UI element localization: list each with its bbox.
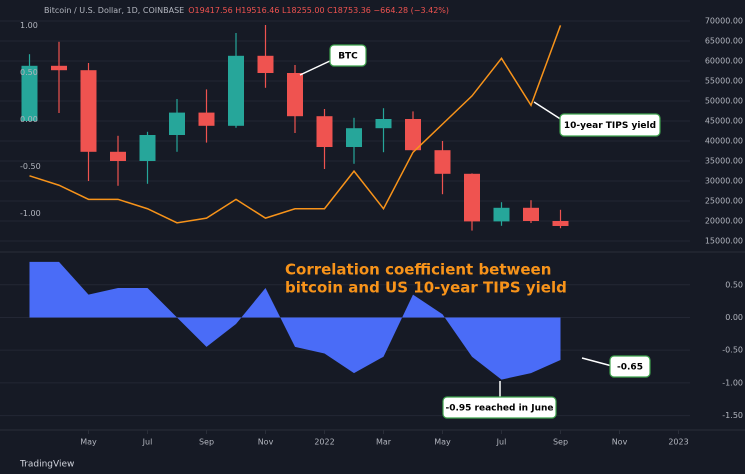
ohlc: O19417.56 H19516.46 L18255.00 C18753.36 … <box>188 6 449 15</box>
candle-body <box>139 135 156 161</box>
candle-body <box>346 128 362 147</box>
x-tick-label: Sep <box>199 438 214 447</box>
candle-body <box>523 207 539 221</box>
yield-line <box>29 25 562 224</box>
y-tick-label: 60000.00 <box>705 57 743 66</box>
brand: TradingView <box>19 460 74 470</box>
pointer <box>533 101 563 121</box>
callout: 10-year TIPS yield <box>559 113 661 137</box>
candle-body <box>51 65 67 71</box>
chart-title: Bitcoin / U.S. Dollar, 1D, COINBASE <box>44 6 184 15</box>
candle-body <box>434 150 451 174</box>
y-tick-label: 25000.00 <box>705 197 743 206</box>
y-tick-label: -0.50 <box>722 346 743 355</box>
x-tick-label: May <box>80 438 97 447</box>
x-tick-label: Mar <box>376 438 392 447</box>
x-tick-label: Sep <box>553 438 568 447</box>
candle-body <box>375 119 392 129</box>
x-tick-label: 2023 <box>668 438 688 447</box>
x-tick-label: Nov <box>612 438 628 447</box>
y-tick-label: 0.00 <box>20 115 38 124</box>
candle-body <box>464 173 480 222</box>
y-tick-label: 65000.00 <box>705 37 743 46</box>
y-tick-label: 20000.00 <box>705 217 743 226</box>
x-tick-label: 2022 <box>314 438 334 447</box>
correlation-area <box>29 261 561 380</box>
callout-text: -0.65 <box>617 363 643 373</box>
candle-body <box>405 119 421 151</box>
y-tick-label: -0.50 <box>20 162 41 171</box>
candle-body <box>493 207 510 222</box>
candle-body <box>316 116 333 147</box>
candle-body <box>552 221 569 226</box>
x-tick-label: May <box>434 438 451 447</box>
pointer <box>581 357 613 367</box>
y-tick-label: 50000.00 <box>705 97 743 106</box>
y-tick-label: 35000.00 <box>705 157 743 166</box>
candle-body <box>228 55 244 126</box>
y-tick-label: 70000.00 <box>705 17 743 26</box>
y-tick-label: 0.50 <box>725 280 743 289</box>
y-tick-label: -1.00 <box>722 378 743 387</box>
candle-body <box>21 65 38 121</box>
y-tick-label: 45000.00 <box>705 117 743 126</box>
y-tick-label: 40000.00 <box>705 137 743 146</box>
y-tick-label: -1.50 <box>722 411 743 420</box>
candle-body <box>80 70 97 152</box>
callout-text: BTC <box>338 52 358 62</box>
x-tick-label: Jul <box>496 438 507 447</box>
pointer <box>299 59 333 76</box>
y-tick-label: 30000.00 <box>705 177 743 186</box>
panel-title: bitcoin and US 10-year TIPS yield <box>285 279 567 297</box>
callout-text: 10-year TIPS yield <box>564 121 656 131</box>
candle-body <box>198 112 215 126</box>
candle-body <box>257 55 274 73</box>
callout: BTC <box>329 44 367 67</box>
y-tick-label: 1.00 <box>20 21 38 30</box>
candle-body <box>287 73 303 117</box>
y-tick-label: -1.00 <box>20 209 41 218</box>
callout-text: -0.95 reached in June <box>445 404 553 414</box>
x-tick-label: Nov <box>258 438 274 447</box>
candle-body <box>169 112 185 135</box>
candle-body <box>110 151 126 161</box>
y-tick-label: 0.00 <box>725 313 743 322</box>
y-tick-label: 55000.00 <box>705 77 743 86</box>
callout: -0.95 reached in June <box>442 396 557 419</box>
y-tick-label: 0.50 <box>20 68 38 77</box>
x-tick-label: Jul <box>142 438 153 447</box>
callout: -0.65 <box>609 355 651 378</box>
y-tick-label: 15000.00 <box>705 237 743 246</box>
chart-header: Bitcoin / U.S. Dollar, 1D, COINBASE O1941… <box>44 6 449 15</box>
panel-title: Correlation coefficient between <box>285 261 551 279</box>
